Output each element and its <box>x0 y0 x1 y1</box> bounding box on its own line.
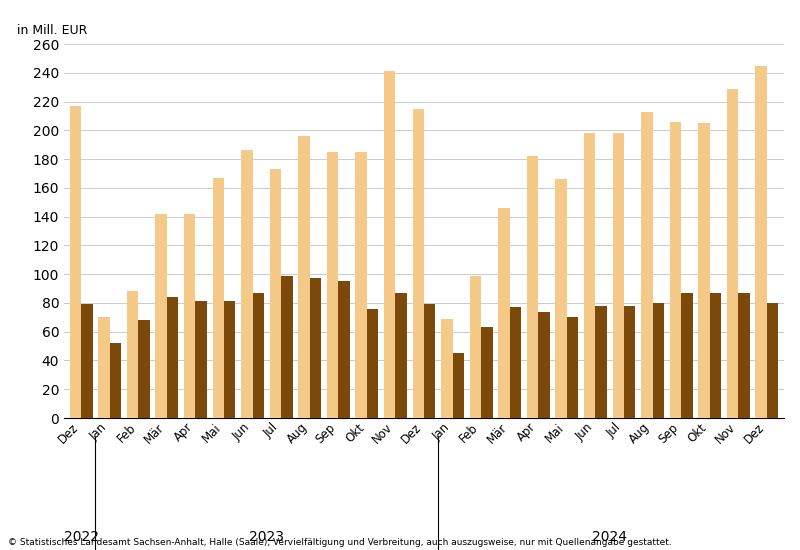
Bar <box>81 304 93 418</box>
Bar <box>641 112 653 418</box>
Bar <box>110 343 121 418</box>
Bar <box>727 89 738 418</box>
Bar <box>367 309 378 418</box>
Bar <box>453 353 464 418</box>
Text: 2022: 2022 <box>64 530 98 544</box>
Bar <box>767 303 778 418</box>
Bar <box>567 317 578 418</box>
Bar <box>755 65 767 418</box>
Bar <box>98 317 110 418</box>
Bar <box>481 327 493 418</box>
Bar <box>538 311 550 418</box>
Text: in Mill. EUR: in Mill. EUR <box>17 24 87 36</box>
Bar <box>384 72 395 418</box>
Bar <box>470 276 481 418</box>
Bar <box>555 179 567 418</box>
Text: 2023: 2023 <box>250 530 284 544</box>
Bar <box>595 306 607 418</box>
Bar <box>298 136 310 418</box>
Bar <box>584 133 595 418</box>
Bar <box>327 152 338 418</box>
Bar <box>195 301 207 418</box>
Bar <box>338 282 350 418</box>
Bar <box>698 123 710 418</box>
Bar <box>653 303 664 418</box>
Bar <box>253 293 264 418</box>
Bar <box>281 276 293 418</box>
Bar <box>510 307 521 418</box>
Bar <box>498 208 510 418</box>
Bar <box>441 319 453 418</box>
Bar <box>213 178 224 418</box>
Bar <box>670 122 681 418</box>
Bar <box>138 320 150 418</box>
Bar <box>355 152 367 418</box>
Text: © Statistisches Landesamt Sachsen-Anhalt, Halle (Saale), Vervielfältigung und Ve: © Statistisches Landesamt Sachsen-Anhalt… <box>8 538 672 547</box>
Bar <box>127 292 138 418</box>
Bar <box>270 169 281 418</box>
Bar <box>681 293 693 418</box>
Bar <box>310 278 321 418</box>
Bar <box>167 297 178 418</box>
Bar <box>738 293 750 418</box>
Bar <box>70 106 81 418</box>
Bar <box>613 133 624 418</box>
Bar <box>624 306 635 418</box>
Bar <box>155 214 167 418</box>
Bar <box>710 293 721 418</box>
Bar <box>424 304 435 418</box>
Bar <box>413 109 424 418</box>
Bar <box>527 156 538 418</box>
Text: 2024: 2024 <box>592 530 627 544</box>
Bar <box>241 151 253 418</box>
Bar <box>184 214 195 418</box>
Bar <box>395 293 407 418</box>
Bar <box>224 301 235 418</box>
